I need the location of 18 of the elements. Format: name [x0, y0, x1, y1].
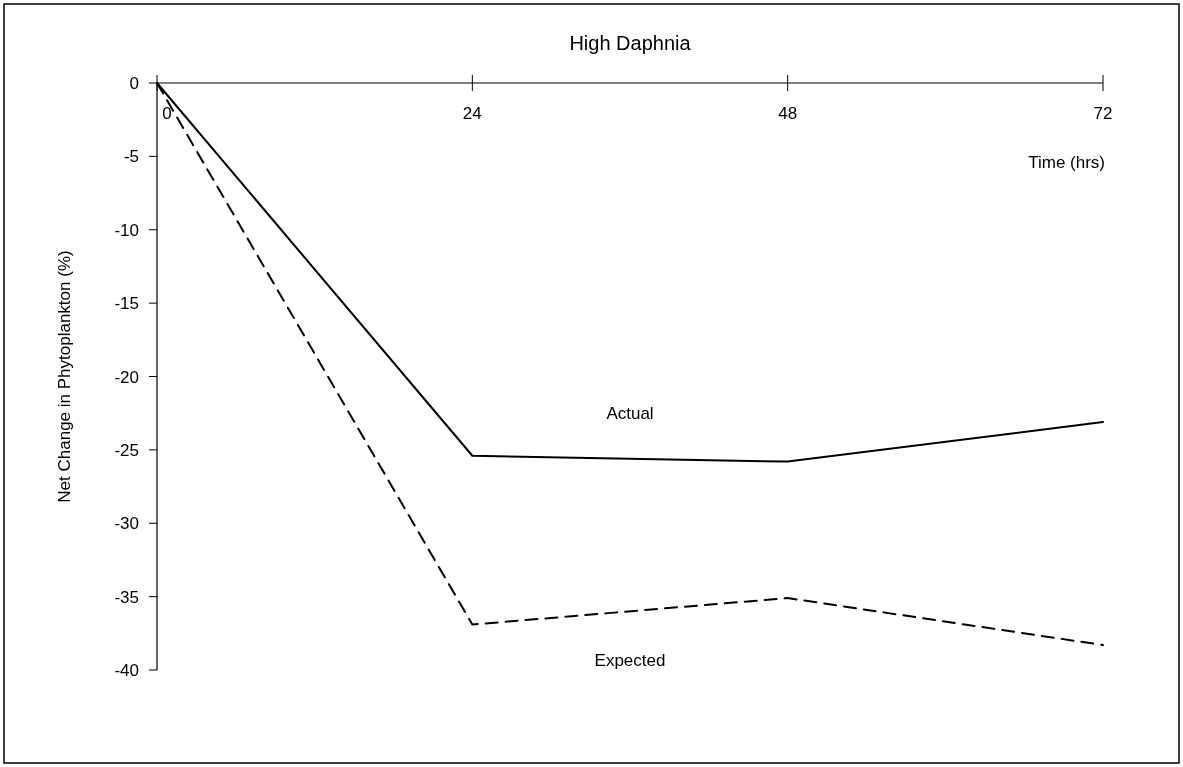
x-tick-label: 24	[462, 104, 482, 123]
x-tick-label: 0	[162, 104, 172, 123]
y-tick-label: -20	[114, 367, 139, 387]
x-axis-title: Time (hrs)	[1028, 153, 1105, 172]
y-tick-label: -40	[114, 661, 139, 680]
y-tick-label: -10	[114, 220, 139, 240]
x-tick-label: 48	[778, 104, 798, 123]
text: Actual	[606, 403, 654, 423]
y-tick-label: -25	[114, 440, 139, 460]
y-tick-label: 0	[129, 74, 139, 93]
y-axis-title: Net Change in Phytoplankton (%)	[55, 250, 74, 503]
chart-title: High Daphnia	[569, 32, 692, 54]
y-tick-label: -15	[114, 294, 139, 314]
text: Expected	[594, 651, 666, 671]
x-tick-label: 72	[1093, 104, 1113, 123]
y-tick-label: -30	[114, 514, 139, 534]
y-tick-label: -35	[114, 587, 139, 607]
y-tick-label: -5	[123, 147, 139, 167]
